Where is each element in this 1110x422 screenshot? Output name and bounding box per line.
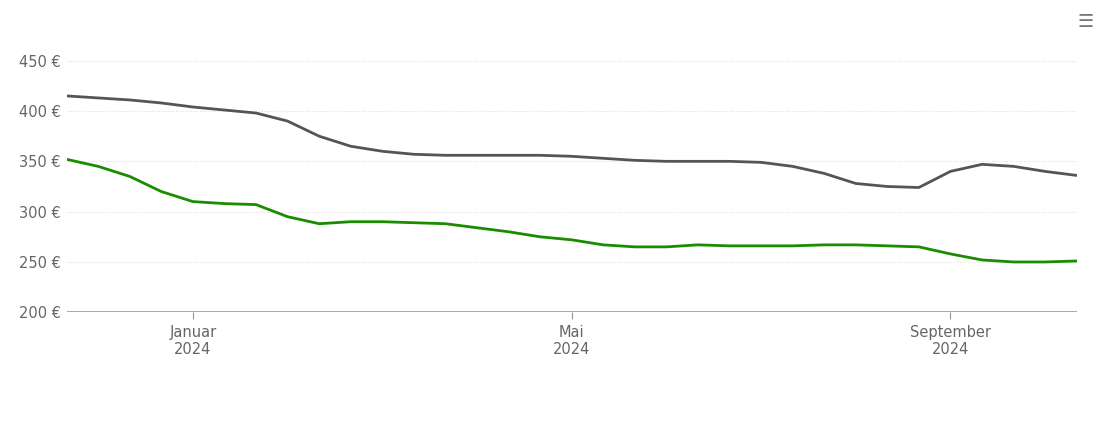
Text: ☰: ☰ — [1077, 13, 1093, 31]
